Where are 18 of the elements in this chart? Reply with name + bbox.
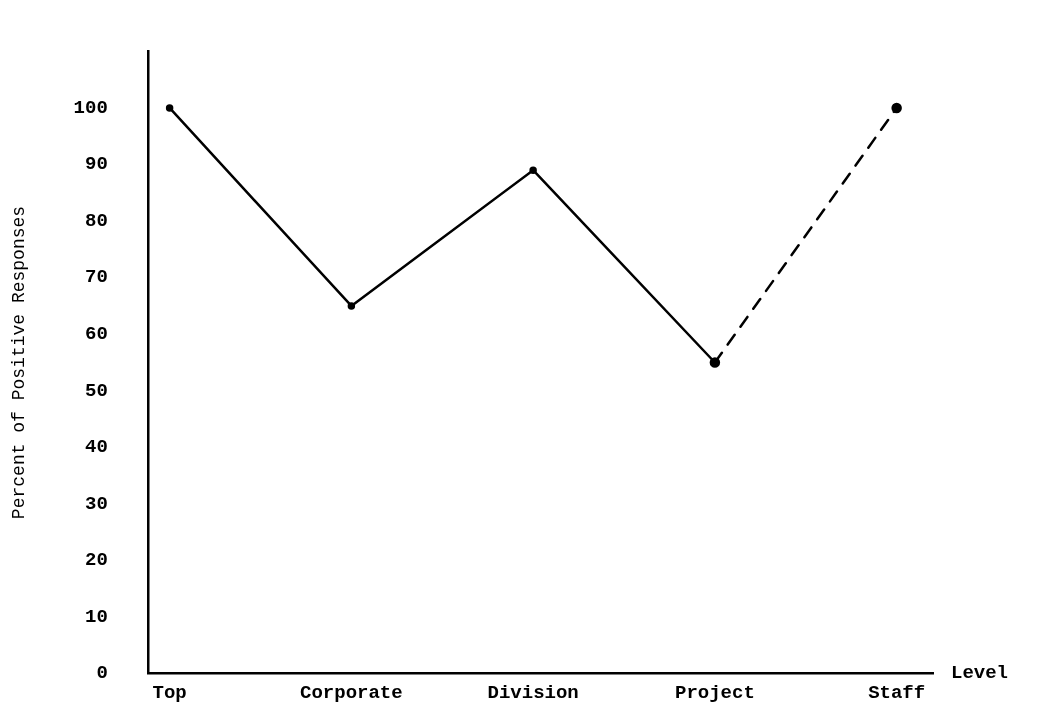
y-tick-label: 10: [84, 605, 108, 628]
y-tick-label: 30: [84, 492, 108, 515]
y-tick-label: 20: [84, 549, 108, 572]
y-tick-label: 0: [96, 662, 108, 685]
x-tick-label: Top: [152, 681, 187, 704]
x-tick-label: Division: [487, 681, 579, 704]
x-tick-label: Project: [674, 681, 755, 704]
x-axis-title: Level: [951, 662, 1009, 685]
y-tick-label: 70: [84, 266, 108, 289]
y-tick-label: 60: [84, 323, 108, 345]
x-tick-label: Corporate: [300, 681, 403, 704]
y-tick-label: 50: [84, 379, 108, 402]
y-tick-label: 80: [84, 209, 108, 232]
y-tick-label: 90: [84, 153, 108, 176]
y-axis-title: Percent of Positive Responses: [8, 205, 29, 520]
x-tick-label: Staff: [868, 681, 926, 704]
y-tick-label: 40: [84, 436, 108, 459]
y-tick-label: 100: [73, 96, 108, 119]
